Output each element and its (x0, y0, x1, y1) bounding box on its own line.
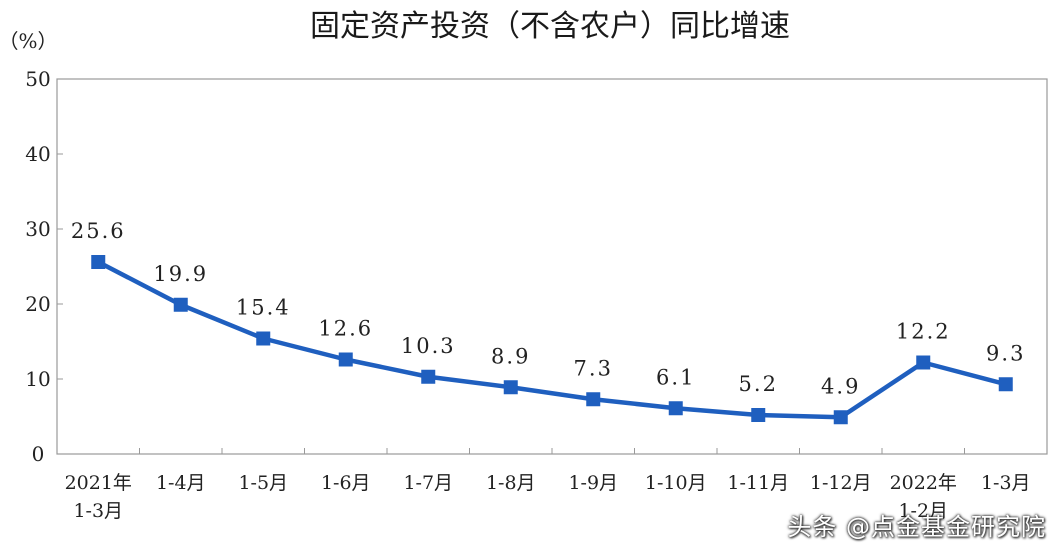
y-tick-label: 30 (25, 217, 50, 241)
watermark: 头条 @点金基金研究院 (787, 513, 1046, 541)
data-label: 6.1 (656, 365, 695, 389)
data-point-marker (256, 331, 271, 346)
data-point-marker (668, 401, 683, 416)
data-label: 15.4 (236, 296, 291, 320)
y-tick-label: 10 (25, 367, 50, 391)
data-label: 7.3 (574, 356, 613, 380)
y-tick-label: 0 (32, 442, 45, 466)
data-point-marker (91, 255, 106, 269)
x-tick-label: 1-10月 (645, 472, 707, 494)
x-axis: 2021年 1-3月 1-4月 1-5月 1-6月 1-7月 1-8月 1-9月 1-10月 1-… (65, 448, 1031, 522)
x-tick-label: 1-4月 (156, 472, 206, 494)
x-tick-label: 1-8月 (486, 472, 536, 494)
x-tick-label: 1-3月 (73, 500, 123, 522)
data-point-marker (503, 380, 518, 395)
data-point-marker (173, 297, 188, 312)
data-label: 5.2 (739, 372, 778, 396)
y-axis: 0 10 20 30 40 50 (25, 67, 63, 466)
chart-title: 固定资产投资（不含农户）同比增速 (310, 9, 790, 44)
data-label: 12.2 (896, 320, 951, 344)
data-label: 19.9 (153, 262, 208, 286)
data-point-marker (916, 355, 931, 370)
x-tick-label: 1-6月 (321, 472, 371, 494)
data-point-marker (338, 352, 353, 367)
x-tick-label: 1-5月 (238, 472, 288, 494)
y-tick-label: 20 (25, 292, 50, 316)
data-point-marker (833, 410, 848, 425)
x-tick-label: 2022年 (890, 472, 957, 494)
x-tick-label: 1-7月 (403, 472, 453, 494)
data-label: 25.6 (71, 219, 126, 243)
series-line (97, 260, 1007, 420)
data-label: 8.9 (491, 344, 530, 368)
x-tick-label: 1-3月 (981, 472, 1031, 494)
y-axis-unit-label: （%） (0, 29, 58, 53)
data-point-marker (421, 369, 436, 384)
x-tick-label: 1-2月 (898, 500, 948, 522)
data-point-marker (751, 408, 766, 422)
x-tick-label: 2021年 (65, 472, 132, 494)
x-tick-label: 1-9月 (568, 472, 618, 494)
data-point-marker (586, 392, 601, 407)
x-tick-label: 1-11月 (727, 472, 789, 494)
data-label: 10.3 (401, 334, 456, 358)
data-labels: 25.6 19.9 15.4 12.6 10.3 8.9 7.3 6.1 5.2 4.9 12.2 9… (71, 219, 1025, 398)
data-label: 9.3 (986, 341, 1025, 365)
y-tick-label: 40 (25, 142, 50, 166)
x-tick-label: 1-12月 (810, 472, 872, 494)
data-point-marker (998, 377, 1013, 392)
data-label: 12.6 (318, 317, 373, 341)
data-markers (91, 255, 1013, 425)
y-tick-label: 50 (25, 67, 50, 91)
data-label: 4.9 (821, 374, 860, 398)
